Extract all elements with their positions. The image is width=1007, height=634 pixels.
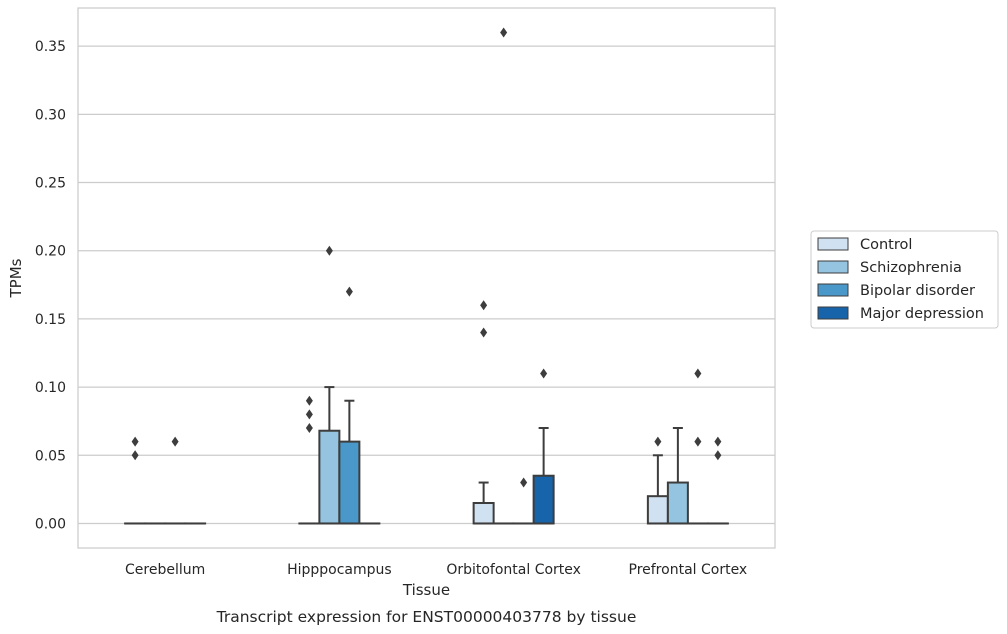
legend-swatch [817,283,849,297]
outlier-marker [131,450,139,461]
legend: Control Schizophrenia Bipolar disorder Majo… [810,230,999,329]
legend-frame [810,230,999,329]
legend-swatch [817,306,849,320]
x-tick-label: Prefrontal Cortex [629,562,748,578]
box-body [666,481,689,525]
x-tick-labels: Cerebellum Hipppocampus Orbitofontal Corte… [125,562,747,578]
box-control [472,300,495,525]
box-major-depression [532,368,555,525]
legend-label: Major depression [860,306,984,322]
y-axis-title: TPMs [7,258,25,298]
x-tick-label: Orbitofontal Cortex [446,562,581,578]
box-series-group [124,27,729,525]
outlier-marker [654,436,662,447]
outlier-marker [305,423,313,433]
y-gridlines [78,45,775,525]
box-control [124,436,147,525]
outlier-marker [694,436,702,447]
outlier-marker [480,300,488,311]
y-tick-label: 0.25 [35,176,66,192]
outlier-marker [500,27,508,38]
y-tick-label: 0.10 [35,380,66,396]
outlier-marker [325,245,333,256]
outlier-marker [714,436,722,447]
y-tick-label: 0.05 [35,448,66,464]
x-axis-title: Tissue [402,581,450,599]
outlier-marker [131,436,139,447]
outlier-marker [480,327,488,338]
legend-label: Bipolar disorder [860,283,975,299]
box-body [472,502,495,525]
y-tick-labels: 0.00 0.05 0.10 0.15 0.20 0.25 0.30 0.35 [35,39,66,532]
box-major-depression [706,436,729,525]
box-bipolar-disorder [338,286,361,525]
box-bipolar-disorder [686,368,709,525]
y-tick-label: 0.00 [35,516,66,532]
box-schizophrenia [666,427,689,525]
legend-label: Control [860,237,912,253]
box-body [646,495,669,525]
y-tick-label: 0.35 [35,39,66,55]
outlier-marker [694,368,702,379]
legend-label: Schizophrenia [860,260,962,276]
y-tick-label: 0.15 [35,312,66,328]
box-body [338,440,361,525]
outlier-marker [171,436,179,447]
box-body [318,429,341,525]
outlier-marker [345,286,353,297]
legend-swatch [817,237,849,251]
outlier-marker [714,450,722,461]
y-tick-label: 0.30 [35,107,66,123]
chart-caption: Transcript expression for ENST0000040377… [216,608,637,626]
box-body [532,474,555,525]
legend-swatch [817,260,849,274]
plot-area [77,7,776,549]
x-tick-label: Hipppocampus [287,562,392,578]
outlier-marker [520,477,528,488]
box-control [646,436,669,525]
y-tick-label: 0.20 [35,244,66,260]
outlier-marker [305,409,313,420]
outlier-marker [305,395,313,406]
outlier-marker [540,368,548,379]
x-tick-label: Cerebellum [125,562,205,578]
